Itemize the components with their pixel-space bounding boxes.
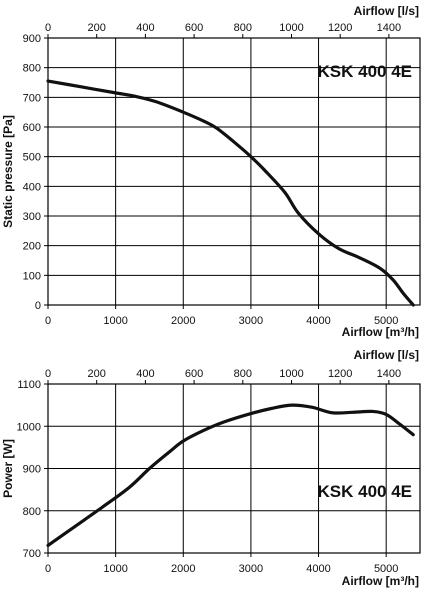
x-tick-label: 2000 — [171, 315, 195, 327]
model-annotation: KSK 400 4E — [318, 482, 413, 501]
x-tick-label: 2000 — [171, 563, 195, 575]
x2-tick-label: 800 — [234, 368, 252, 380]
y-tick-label: 1000 — [17, 421, 41, 433]
y-tick-label: 400 — [23, 181, 41, 193]
x2-tick-label: 1000 — [279, 22, 303, 34]
y-tick-label: 900 — [23, 33, 41, 45]
x2-tick-label: 600 — [185, 368, 203, 380]
x2-tick-label: 0 — [45, 22, 51, 34]
x2-tick-label: 600 — [185, 22, 203, 34]
x2-tick-label: 200 — [88, 368, 106, 380]
x-tick-label: 4000 — [306, 315, 330, 327]
y-axis-label: Static pressure [Pa] — [1, 115, 15, 228]
x2-axis-label: Airflow [l/s] — [354, 348, 419, 362]
y-tick-label: 800 — [23, 506, 41, 518]
x2-tick-label: 0 — [45, 368, 51, 380]
x2-tick-label: 400 — [136, 368, 154, 380]
chart-2: 0 1000 2000 3000 4000 5000 0 200 400 600 800 1000 12… — [1, 348, 421, 588]
x2-tick-label: 1200 — [328, 22, 352, 34]
x-tick-label: 0 — [45, 315, 51, 327]
x2-axis-label: Airflow [l/s] — [354, 4, 419, 18]
y-tick-label: 900 — [23, 464, 41, 476]
x2-tick-label: 1400 — [377, 22, 401, 34]
x2-tick-label: 1000 — [279, 368, 303, 380]
x-tick-label: 1000 — [103, 315, 127, 327]
x2-tick-label: 1200 — [328, 368, 352, 380]
y-tick-label: 600 — [23, 122, 41, 134]
y-tick-label: 300 — [23, 211, 41, 223]
x2-tick-label: 400 — [136, 22, 154, 34]
plot-area — [48, 38, 420, 305]
y-tick-label: 0 — [35, 300, 41, 312]
y-tick-label: 200 — [23, 241, 41, 253]
model-annotation: KSK 400 4E — [318, 62, 413, 81]
y-axis-label: Power [W] — [1, 439, 15, 498]
x-tick-label: 3000 — [239, 315, 263, 327]
series-line — [46, 403, 415, 547]
plot-frame — [47, 37, 421, 306]
y-tick-label: 700 — [23, 548, 41, 560]
x-tick-label: 0 — [45, 563, 51, 575]
x-tick-label: 5000 — [374, 563, 398, 575]
x-axis-label: Airflow [m³/h] — [342, 325, 419, 339]
y-tick-label: 700 — [23, 92, 41, 104]
x-axis-label: Airflow [m³/h] — [342, 574, 419, 588]
y-tick-label: 1100 — [17, 379, 41, 391]
y-tick-label: 500 — [23, 152, 41, 164]
y-tick-label: 100 — [23, 270, 41, 282]
y-tick-label: 800 — [23, 63, 41, 75]
x-tick-label: 5000 — [374, 315, 398, 327]
x2-tick-label: 800 — [234, 22, 252, 34]
x2-tick-label: 1400 — [377, 368, 401, 380]
series-line — [46, 79, 415, 307]
x-tick-label: 4000 — [306, 563, 330, 575]
x2-tick-label: 200 — [88, 22, 106, 34]
x-tick-label: 3000 — [239, 563, 263, 575]
x-tick-label: 1000 — [103, 563, 127, 575]
